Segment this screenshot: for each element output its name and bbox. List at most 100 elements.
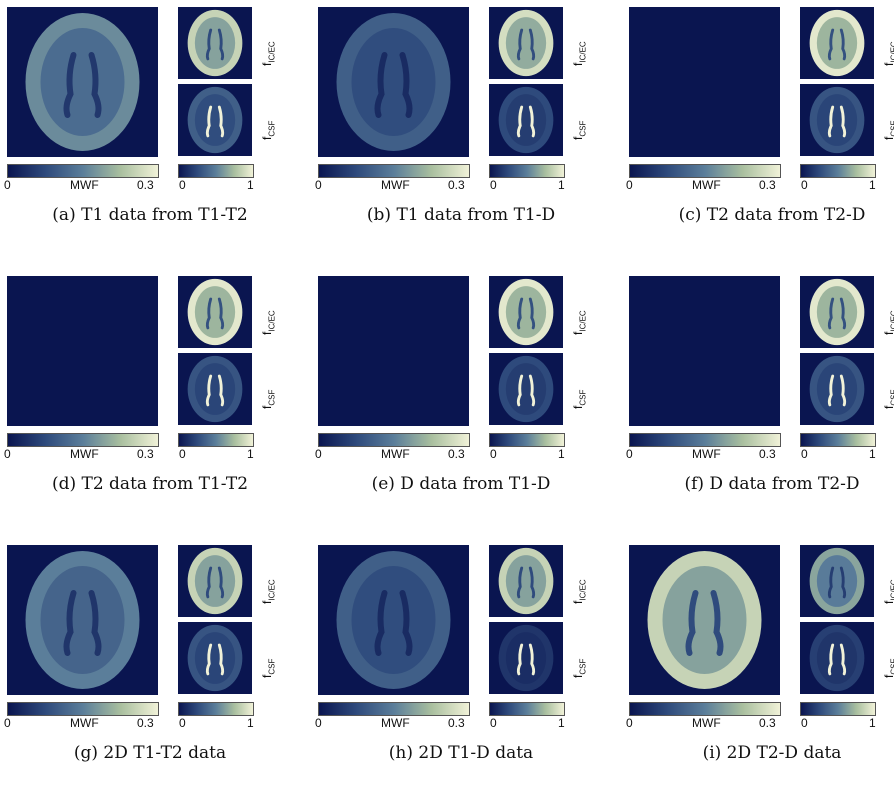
panel-caption: (b) T1 data from T1-D — [366, 205, 556, 225]
f-ic-ec-label: fIC/EC — [571, 310, 588, 335]
f-csf-map — [178, 353, 252, 425]
figure-panel: fIC/EC fCSF 0 MWF 0.3 0 1 (b) T1 data from T1-D — [311, 0, 601, 258]
mwf-colorbar-label: MWF — [692, 178, 721, 192]
f-csf-label: fCSF — [571, 389, 588, 409]
f-csf-brain-image — [187, 624, 243, 692]
f-ic-ec-map — [800, 545, 874, 617]
mwf-colorbar-max: 0.3 — [759, 716, 776, 730]
mwf-colorbar-max: 0.3 — [448, 447, 465, 461]
ventricles — [516, 28, 536, 61]
f-ic-ec-map — [489, 7, 563, 79]
ventricles — [516, 566, 536, 599]
mwf-colorbar-label: MWF — [70, 178, 99, 192]
mwf-colorbar — [7, 433, 159, 447]
f-csf-label: fCSF — [882, 120, 894, 140]
mwf-colorbar-min: 0 — [315, 447, 322, 461]
f-ic-ec-map — [489, 545, 563, 617]
fraction-colorbar-max: 1 — [558, 178, 565, 192]
panel-caption: (a) T1 data from T1-T2 — [52, 205, 248, 225]
fraction-colorbar-min: 0 — [801, 716, 808, 730]
white-matter — [351, 566, 436, 674]
f-csf-map — [489, 353, 563, 425]
f-csf-map — [489, 84, 563, 156]
white-matter — [816, 555, 858, 607]
f-csf-map — [178, 622, 252, 694]
f-ic-ec-brain-image — [809, 278, 865, 346]
figure-panel: fIC/EC fCSF 0 MWF 0.3 0 1 (d) T2 data from T1-T… — [0, 269, 290, 527]
mwf-colorbar-max: 0.3 — [448, 178, 465, 192]
f-csf-map — [178, 84, 252, 156]
fraction-colorbar — [178, 433, 254, 447]
f-ic-ec-brain-image — [187, 278, 243, 346]
f-csf-label: fCSF — [571, 658, 588, 678]
f-ic-ec-label: fIC/EC — [260, 41, 277, 66]
fraction-colorbar-max: 1 — [247, 716, 254, 730]
mwf-colorbar — [318, 164, 470, 178]
f-ic-ec-brain-image — [498, 547, 554, 615]
mwf-colorbar — [629, 164, 781, 178]
mwf-colorbar-max: 0.3 — [137, 447, 154, 461]
fraction-colorbar — [489, 433, 565, 447]
fraction-colorbar-max: 1 — [558, 447, 565, 461]
figure-panel: fIC/EC fCSF 0 MWF 0.3 0 1 (i) 2D T2-D data — [622, 538, 894, 796]
ventricles — [516, 297, 536, 330]
f-csf-brain-image — [187, 355, 243, 423]
white-matter — [662, 566, 747, 674]
mwf-colorbar-min: 0 — [315, 716, 322, 730]
f-csf-label: fCSF — [882, 389, 894, 409]
mwf-colorbar — [7, 164, 159, 178]
fraction-colorbar-min: 0 — [801, 447, 808, 461]
f-csf-map — [489, 622, 563, 694]
f-csf-brain-image — [498, 86, 554, 154]
f-ic-ec-label: fIC/EC — [260, 310, 277, 335]
figure-panel: fIC/EC fCSF 0 MWF 0.3 0 1(c) T2 data from T2-D — [622, 0, 894, 258]
mwf-colorbar — [7, 702, 159, 716]
white-matter — [505, 17, 547, 69]
ventricles — [827, 28, 847, 61]
fraction-colorbar — [800, 702, 876, 716]
f-ic-ec-map — [489, 276, 563, 348]
f-ic-ec-brain-image — [809, 9, 865, 77]
mwf-brain-image — [336, 551, 451, 689]
mwf-brain-image — [647, 551, 762, 689]
figure-panel: fIC/EC fCSF 0 MWF 0.3 0 1 (f) D data from T2-D — [622, 269, 894, 527]
mwf-colorbar-min: 0 — [4, 716, 11, 730]
mwf-map — [318, 276, 469, 426]
white-matter — [194, 94, 236, 146]
ventricles — [205, 105, 225, 138]
f-csf-brain-image — [498, 624, 554, 692]
mwf-brain-image — [336, 13, 451, 151]
f-ic-ec-label: fIC/EC — [260, 579, 277, 604]
panel-caption: (g) 2D T1-T2 data — [73, 743, 227, 763]
mwf-map — [318, 545, 469, 695]
f-ic-ec-brain-image — [187, 9, 243, 77]
ventricles — [205, 28, 225, 61]
white-matter — [194, 632, 236, 684]
fraction-colorbar-max: 1 — [869, 447, 876, 461]
mwf-colorbar-label: MWF — [70, 716, 99, 730]
f-ic-ec-label: fIC/EC — [571, 41, 588, 66]
ventricles — [516, 105, 536, 138]
white-matter — [194, 363, 236, 415]
fraction-colorbar-min: 0 — [179, 178, 186, 192]
white-matter — [816, 94, 858, 146]
mwf-colorbar-label: MWF — [381, 716, 410, 730]
f-ic-ec-brain-image — [498, 9, 554, 77]
f-ic-ec-map — [178, 545, 252, 617]
white-matter — [40, 28, 125, 136]
mwf-brain-image — [25, 13, 140, 151]
white-matter — [505, 555, 547, 607]
panel-caption: (h) 2D T1-D data — [388, 743, 534, 763]
mwf-map — [7, 276, 158, 426]
f-csf-brain-image — [809, 355, 865, 423]
f-csf-map — [800, 84, 874, 156]
panel-caption: (f) D data from T2-D — [684, 474, 860, 494]
mwf-map — [629, 7, 780, 157]
mwf-colorbar-label: MWF — [692, 716, 721, 730]
f-ic-ec-label: fIC/EC — [571, 579, 588, 604]
white-matter — [194, 555, 236, 607]
f-csf-label: fCSF — [260, 120, 277, 140]
mwf-colorbar-min: 0 — [626, 716, 633, 730]
ventricles — [205, 566, 225, 599]
mwf-colorbar-label: MWF — [70, 447, 99, 461]
